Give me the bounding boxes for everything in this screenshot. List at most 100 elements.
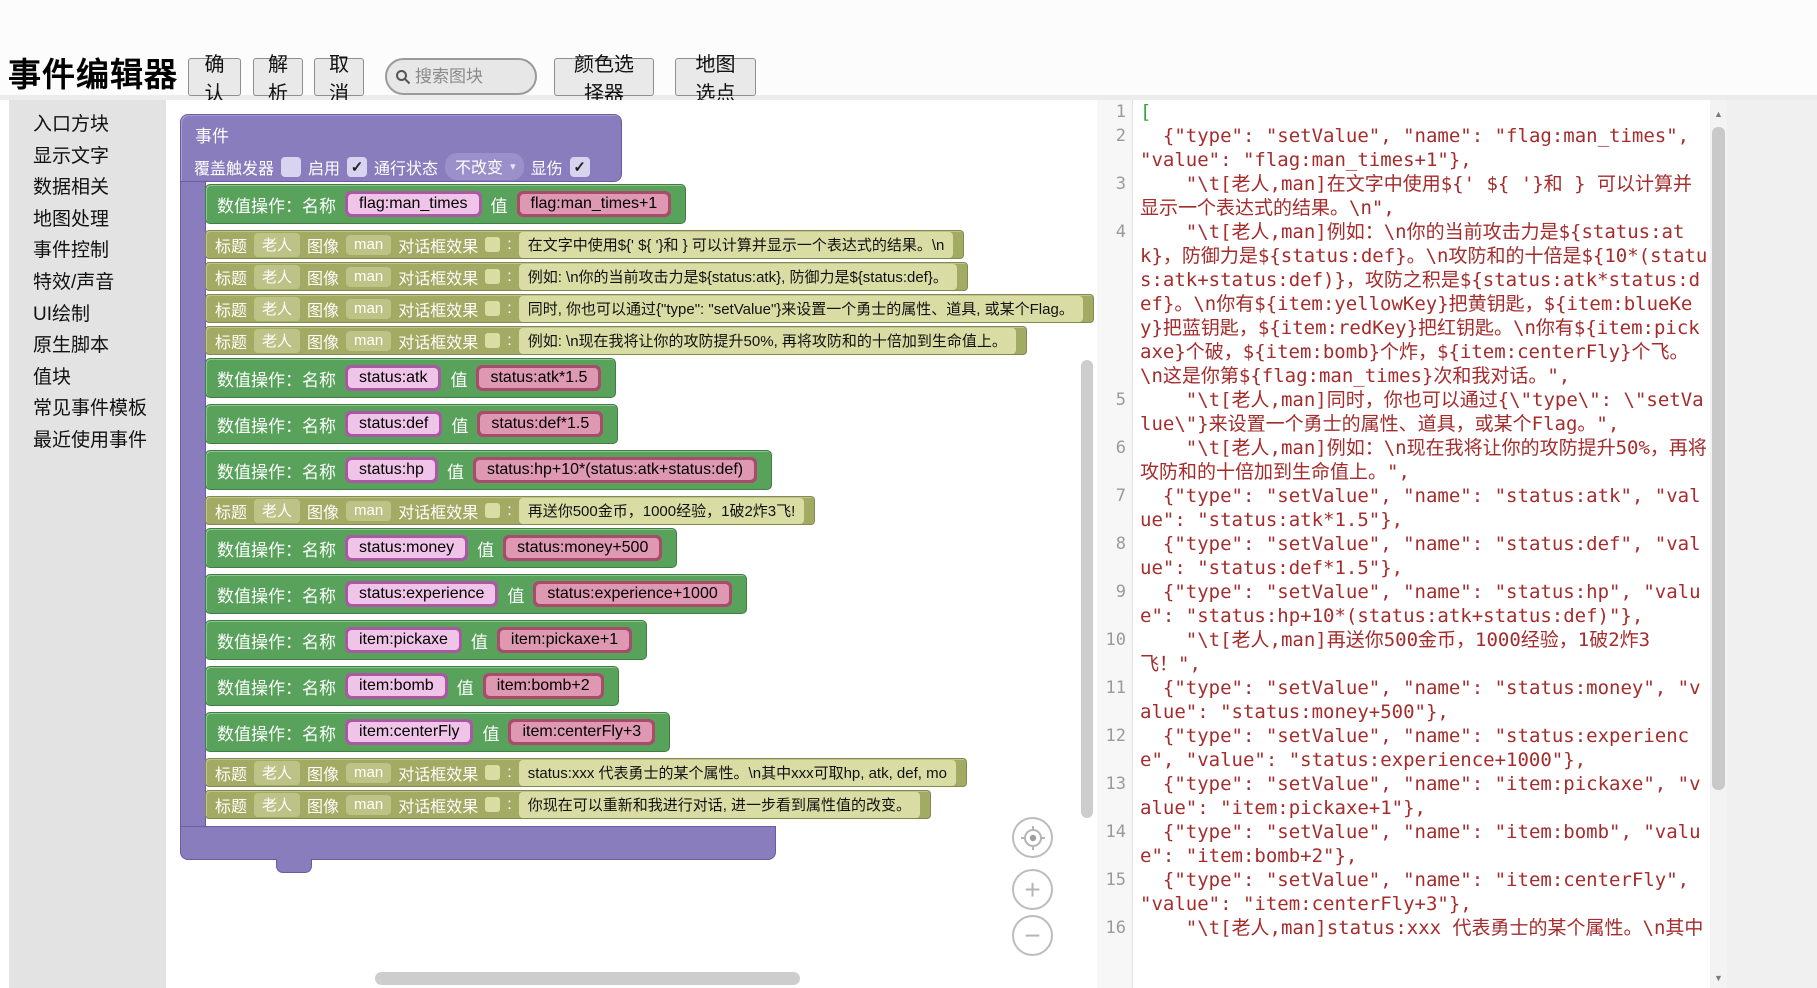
- code-scrollbar[interactable]: ▲ ▼: [1710, 100, 1727, 988]
- image-field[interactable]: man: [346, 266, 392, 287]
- sidebar-category-7[interactable]: 原生脚本: [33, 335, 110, 357]
- dialog-effect-checkbox[interactable]: [485, 503, 501, 518]
- dialog-text-field[interactable]: 在文字中使用${' ${ '}和 } 可以计算并显示一个表达式的结果。\n: [518, 231, 954, 258]
- name-field[interactable]: status:atk: [345, 365, 442, 391]
- dialog-text-field[interactable]: 同时, 你也可以通过{"type": "setValue"}来设置一个勇士的属性…: [518, 295, 1083, 322]
- name-field-value[interactable]: status:atk: [348, 368, 439, 388]
- dialog-effect-checkbox[interactable]: [485, 237, 501, 252]
- dialog-effect-checkbox[interactable]: [485, 301, 501, 316]
- sidebar-category-5[interactable]: 特效/声音: [33, 271, 115, 293]
- name-field[interactable]: status:money: [345, 535, 469, 561]
- enable-checkbox[interactable]: [347, 156, 368, 177]
- name-field-value[interactable]: status:experience: [348, 584, 496, 604]
- dialog-text-block[interactable]: 标题 老人 图像 man 对话框效果: 在文字中使用${' ${ '}和 } 可以计算并显…: [205, 230, 965, 259]
- sidebar-category-3[interactable]: 地图处理: [33, 208, 110, 230]
- image-field[interactable]: man: [346, 298, 392, 319]
- set-value-block[interactable]: 数值操作：名称 status:atk 值 status:atk*1.5: [205, 358, 617, 398]
- code-text[interactable]: {"type": "setValue", "name": "item:cente…: [1140, 869, 1701, 915]
- json-code-editor[interactable]: 1[2 {"type": "setValue", "name": "flag:m…: [1097, 100, 1710, 988]
- sidebar-category-4[interactable]: 事件控制: [33, 240, 110, 262]
- title-field[interactable]: 老人: [254, 792, 301, 817]
- pass-state-dropdown[interactable]: 不改变 ▾: [445, 153, 524, 180]
- set-value-block[interactable]: 数值操作：名称 status:experience 值 status:experien…: [205, 574, 747, 614]
- blockly-workspace[interactable]: 事件 覆盖触发器 启用 通行状态 不改变 ▾ 显伤 数值操作：名称 flag:ma…: [166, 100, 1097, 988]
- damage-checkbox[interactable]: [569, 156, 590, 177]
- dialog-effect-checkbox[interactable]: [485, 797, 501, 812]
- code-text[interactable]: {"type": "setValue", "name": "flag:man_t…: [1140, 125, 1701, 171]
- set-value-block[interactable]: 数值操作：名称 status:hp 值 status:hp+10*(status:at…: [205, 450, 773, 490]
- code-text[interactable]: "\t[老人,man]再送你500金币，1000经验，1破2炸3飞！",: [1140, 629, 1651, 675]
- name-field[interactable]: item:pickaxe: [345, 627, 462, 653]
- sidebar-category-2[interactable]: 数据相关: [33, 177, 110, 199]
- zoom-out-button[interactable]: −: [1012, 915, 1053, 956]
- canvas-vertical-scrollbar[interactable]: [1081, 360, 1093, 818]
- code-text[interactable]: {"type": "setValue", "name": "status:atk…: [1140, 485, 1701, 531]
- set-value-block[interactable]: 数值操作：名称 status:def 值 status:def*1.5: [205, 404, 619, 444]
- dialog-effect-checkbox[interactable]: [485, 269, 501, 284]
- name-field[interactable]: item:bomb: [345, 673, 448, 699]
- sidebar-category-0[interactable]: 入口方块: [33, 114, 110, 135]
- code-scrollbar-thumb[interactable]: [1712, 127, 1725, 790]
- sidebar-category-1[interactable]: 显示文字: [33, 145, 110, 167]
- value-field-value[interactable]: status:def*1.5: [480, 414, 601, 434]
- title-field[interactable]: 老人: [254, 296, 301, 321]
- value-field[interactable]: item:pickaxe+1: [496, 627, 633, 653]
- name-field-value[interactable]: item:pickaxe: [348, 630, 459, 650]
- sidebar-category-8[interactable]: 值块: [33, 366, 72, 388]
- title-field[interactable]: 老人: [254, 328, 301, 353]
- dialog-text-field[interactable]: status:xxx 代表勇士的某个属性。\n其中xxx可取hp, atk, d…: [518, 759, 956, 786]
- set-value-block[interactable]: 数值操作：名称 item:bomb 值 item:bomb+2: [205, 666, 619, 706]
- image-field[interactable]: man: [346, 234, 392, 255]
- code-text[interactable]: "\t[老人,man]status:xxx 代表勇士的某个属性。\n其中: [1140, 917, 1704, 939]
- value-field-value[interactable]: status:atk*1.5: [479, 368, 599, 388]
- value-field-value[interactable]: flag:man_times+1: [519, 194, 669, 214]
- value-field[interactable]: status:atk*1.5: [476, 365, 602, 391]
- set-value-block[interactable]: 数值操作：名称 status:money 值 status:money+500: [205, 528, 678, 568]
- value-field[interactable]: status:def*1.5: [477, 411, 604, 437]
- image-field[interactable]: man: [346, 762, 392, 783]
- code-text[interactable]: {"type": "setValue", "name": "status:def…: [1140, 533, 1701, 579]
- sidebar-category-6[interactable]: UI绘制: [33, 303, 91, 325]
- trigger-checkbox[interactable]: [281, 156, 302, 177]
- image-field[interactable]: man: [346, 330, 392, 351]
- event-block[interactable]: 事件 覆盖触发器 启用 通行状态 不改变 ▾ 显伤: [180, 114, 622, 182]
- value-field[interactable]: status:hp+10*(status:atk+status:def): [472, 457, 758, 483]
- set-value-block[interactable]: 数值操作：名称 item:centerFly 值 item:centerFly+3: [205, 712, 671, 752]
- title-field[interactable]: 老人: [254, 498, 301, 523]
- search-input[interactable]: [415, 66, 525, 87]
- name-field-value[interactable]: status:money: [348, 538, 466, 558]
- zoom-in-button[interactable]: +: [1012, 869, 1053, 910]
- confirm-button[interactable]: 确认: [188, 54, 241, 105]
- sidebar-category-9[interactable]: 常见事件模板: [33, 398, 148, 420]
- value-field[interactable]: status:money+500: [503, 535, 663, 561]
- value-field-value[interactable]: status:hp+10*(status:atk+status:def): [475, 460, 755, 480]
- value-field-value[interactable]: status:experience+1000: [536, 584, 729, 604]
- dialog-text-block[interactable]: 标题 老人 图像 man 对话框效果: 例如: \n你的当前攻击力是${status:at…: [205, 262, 968, 291]
- title-field[interactable]: 老人: [254, 760, 301, 785]
- image-field[interactable]: man: [346, 500, 392, 521]
- color-picker-button[interactable]: 颜色选择器: [554, 54, 654, 105]
- cancel-button[interactable]: 取消: [314, 54, 364, 105]
- dialog-text-block[interactable]: 标题 老人 图像 man 对话框效果: 再送你500金币，1000经验，1破2炸3飞!: [205, 496, 816, 525]
- name-field[interactable]: status:def: [345, 411, 443, 437]
- map-select-button[interactable]: 地图选点: [675, 54, 756, 105]
- recenter-button[interactable]: [1012, 817, 1053, 858]
- name-field-value[interactable]: item:bomb: [348, 676, 445, 696]
- value-field-value[interactable]: item:bomb+2: [485, 676, 601, 696]
- dialog-effect-checkbox[interactable]: [485, 333, 501, 348]
- dialog-text-block[interactable]: 标题 老人 图像 man 对话框效果: 例如: \n现在我将让你的攻防提升50%, 再将攻…: [205, 326, 1027, 355]
- name-field[interactable]: item:centerFly: [345, 719, 474, 745]
- code-text[interactable]: "\t[老人,man]例如：\n现在我将让你的攻防提升50%，再将攻防和的十倍加…: [1140, 437, 1707, 483]
- scroll-down-arrow-icon[interactable]: ▼: [1714, 972, 1723, 983]
- code-text[interactable]: {"type": "setValue", "name": "status:exp…: [1140, 725, 1690, 771]
- block-search-box[interactable]: [385, 58, 537, 95]
- name-field[interactable]: flag:man_times: [345, 191, 482, 217]
- image-field[interactable]: man: [346, 794, 392, 815]
- dialog-text-block[interactable]: 标题 老人 图像 man 对话框效果: status:xxx 代表勇士的某个属性。\n其中…: [205, 758, 967, 787]
- code-text[interactable]: "\t[老人,man]在文字中使用${' ${ '}和 } 可以计算并显示一个表…: [1140, 173, 1692, 219]
- parse-button[interactable]: 解析: [253, 54, 303, 105]
- name-field-value[interactable]: status:def: [348, 414, 440, 434]
- dialog-effect-checkbox[interactable]: [485, 765, 501, 780]
- set-value-block[interactable]: 数值操作：名称 item:pickaxe 值 item:pickaxe+1: [205, 620, 648, 660]
- code-text[interactable]: {"type": "setValue", "name": "item:picka…: [1140, 773, 1701, 819]
